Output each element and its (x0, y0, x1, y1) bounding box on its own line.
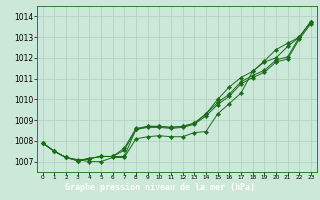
Text: Graphe pression niveau de la mer (hPa): Graphe pression niveau de la mer (hPa) (65, 182, 255, 192)
